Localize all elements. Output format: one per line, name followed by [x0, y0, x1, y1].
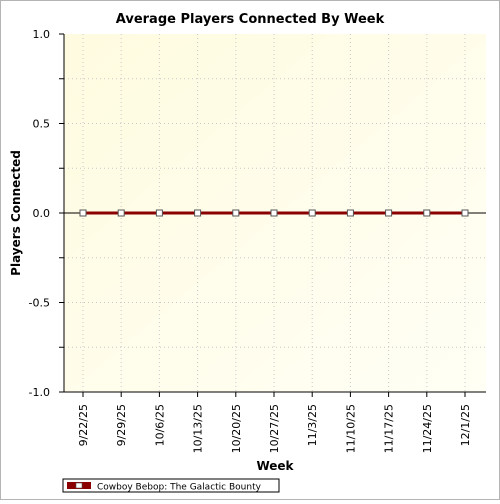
y-tick-label: -1.0 — [29, 386, 50, 399]
data-point-marker — [385, 209, 393, 217]
data-point-marker — [155, 209, 163, 217]
data-point-marker — [461, 209, 469, 217]
x-tick-label: 11/17/25 — [383, 404, 396, 453]
data-point-marker — [423, 209, 431, 217]
legend-box — [62, 478, 280, 493]
x-tick-label: 9/22/25 — [77, 404, 90, 446]
data-point-marker — [346, 209, 354, 217]
x-tick-label: 11/3/25 — [306, 404, 319, 446]
x-tick-label: 12/1/25 — [459, 404, 472, 446]
y-tick-labels: 1.0 0.5 0.0 -0.5 -1.0 — [29, 28, 50, 399]
x-tick-label: 10/20/25 — [230, 404, 243, 453]
data-point-marker — [194, 209, 202, 217]
data-point-marker — [79, 209, 87, 217]
y-tick-label: 0.5 — [33, 118, 51, 131]
x-tick-label: 9/29/25 — [115, 404, 128, 446]
data-point-marker — [308, 209, 316, 217]
x-tick-label: 10/13/25 — [192, 404, 205, 453]
x-tick-label: 11/24/25 — [421, 404, 434, 453]
chart-title: Average Players Connected By Week — [116, 12, 385, 27]
y-tick-label: 1.0 — [33, 28, 51, 41]
x-tick-label: 10/6/25 — [153, 404, 166, 446]
x-tick-label: 10/27/25 — [268, 404, 281, 453]
x-tick-labels: 9/22/25 9/29/25 10/6/25 10/13/25 10/20/25 10/… — [77, 404, 472, 453]
series-markers — [79, 209, 469, 217]
y-tick-label: -0.5 — [29, 297, 50, 310]
legend-marker — [75, 482, 83, 489]
y-axis-title: Players Connected — [9, 150, 23, 276]
data-point-marker — [117, 209, 125, 217]
data-point-marker — [270, 209, 278, 217]
y-tick-label: 0.0 — [33, 207, 51, 220]
x-tick-label: 11/10/25 — [344, 404, 357, 453]
legend: Cowboy Bebop: The Galactic Bounty — [62, 478, 280, 493]
legend-label: Cowboy Bebop: The Galactic Bounty — [97, 483, 262, 493]
x-axis-title: Week — [256, 459, 294, 473]
data-point-marker — [232, 209, 240, 217]
